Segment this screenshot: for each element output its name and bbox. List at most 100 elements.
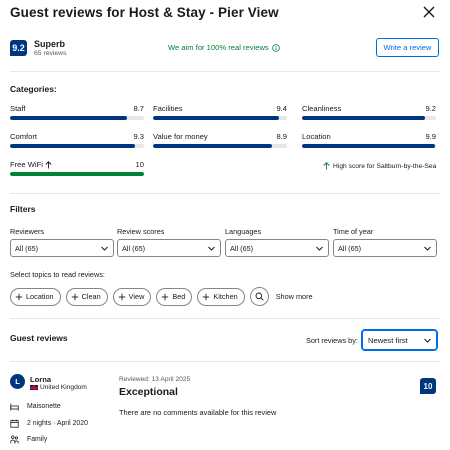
category-score: 9.3 — [133, 132, 144, 141]
category-bar-fill — [302, 116, 426, 120]
category-bar-track — [10, 116, 144, 120]
category-name: Cleanliness — [302, 104, 341, 113]
score-badge: 9.2 — [10, 40, 27, 56]
category-cleanliness: Cleanliness 9.2 — [302, 104, 436, 122]
review-count: 65 reviews — [34, 50, 67, 57]
category-score: 9.9 — [425, 132, 436, 141]
stay-duration-text: 2 nights · April 2020 — [27, 420, 88, 427]
review-score-badge: 10 — [420, 378, 436, 394]
reviewed-date: Reviewed: 13 April 2025 — [119, 376, 191, 383]
plus-icon — [203, 293, 210, 300]
category-bar-fill — [153, 116, 279, 120]
category-name-text: Staff — [10, 104, 26, 113]
category-score: 9.2 — [425, 104, 436, 113]
review-headline: Exceptional — [119, 386, 178, 398]
divider — [10, 318, 440, 319]
topic-chip-label: View — [128, 292, 145, 301]
filter-select[interactable]: All (65) — [225, 239, 329, 257]
divider — [10, 71, 440, 72]
category-name-text: Free WiFi — [10, 160, 43, 169]
filter-value: All (65) — [230, 243, 254, 253]
topic-chip-clean[interactable]: Clean — [65, 287, 108, 306]
search-icon — [255, 292, 264, 301]
filter-select[interactable]: All (65) — [333, 239, 437, 257]
category-score: 10 — [135, 160, 144, 169]
real-reviews-notice[interactable]: We aim for 100% real reviews — [168, 43, 280, 52]
filter-label: Time of year — [333, 227, 374, 236]
category-score: 9.4 — [276, 104, 287, 113]
topics-label: Select topics to read reviews: — [10, 270, 105, 279]
topic-chip-bed[interactable]: Bed — [156, 287, 193, 306]
category-name: Value for money — [153, 132, 208, 141]
topic-chip-view[interactable]: View — [112, 287, 152, 306]
reviewer-name: Lorna — [30, 375, 52, 384]
page-title: Guest reviews for Host & Stay - Pier Vie… — [10, 5, 279, 20]
stay-duration: 2 nights · April 2020 — [10, 419, 88, 428]
filter-select[interactable]: All (65) — [117, 239, 221, 257]
arrow-up-icon — [45, 160, 52, 168]
category-staff: Staff 8.7 — [10, 104, 144, 122]
write-review-button[interactable]: Write a review — [376, 38, 439, 57]
sort-select[interactable]: Newest first — [362, 330, 437, 350]
divider — [10, 193, 440, 194]
arrow-up-icon — [323, 162, 330, 170]
real-reviews-text: We aim for 100% real reviews — [168, 43, 269, 52]
topic-chip-location[interactable]: Location — [10, 287, 61, 306]
uk-flag-icon — [30, 385, 38, 390]
filter-value: All (65) — [122, 243, 146, 253]
category-name: Staff — [10, 104, 25, 113]
filter-label: Review scores — [117, 227, 165, 236]
family-icon — [10, 435, 19, 444]
filter-languages: Languages All (65) — [225, 227, 329, 257]
show-more-link[interactable]: Show more — [275, 292, 313, 301]
categories-title: Categories: — [10, 84, 57, 94]
modal-header: Guest reviews for Host & Stay - Pier Vie… — [10, 3, 440, 25]
sort-label: Sort reviews by: — [306, 336, 358, 345]
info-icon — [271, 43, 280, 52]
plus-icon — [71, 293, 78, 300]
filter-reviewers: Reviewers All (65) — [10, 227, 114, 257]
filter-label: Languages — [225, 227, 262, 236]
category-value-for-money: Value for money 8.9 — [153, 132, 287, 150]
category-bar-fill — [10, 144, 135, 148]
category-bar-track — [153, 116, 287, 120]
category-bar-fill — [302, 144, 435, 148]
chevron-down-icon — [424, 246, 431, 251]
category-name: Comfort — [10, 132, 37, 141]
category-score: 8.9 — [276, 132, 287, 141]
divider — [10, 361, 440, 362]
chevron-down-icon — [101, 246, 108, 251]
filter-label: Reviewers — [10, 227, 45, 236]
category-name-text: Comfort — [10, 132, 38, 141]
filter-value: All (65) — [338, 243, 362, 253]
room-type-text: Maisonette — [27, 403, 61, 410]
category-bar-track — [10, 144, 144, 148]
filter-select[interactable]: All (65) — [10, 239, 114, 257]
high-score-note: High score for Saltburn-by-the-Sea — [323, 162, 436, 170]
category-name-text: Cleanliness — [302, 104, 342, 113]
country-name: United Kingdom — [40, 384, 87, 391]
score-word: Superb — [34, 39, 66, 49]
topic-chip-kitchen[interactable]: Kitchen — [197, 287, 245, 306]
reviewer-country: United Kingdom — [30, 384, 87, 391]
avatar: L — [10, 374, 25, 389]
topic-chip-label: Bed — [172, 292, 186, 301]
filter-value: All (65) — [15, 243, 39, 253]
score-summary: 9.2 Superb 65 reviews We aim for 100% re… — [10, 38, 440, 62]
room-type: Maisonette — [10, 402, 61, 411]
category-bar-track — [302, 116, 436, 120]
category-bar-fill — [10, 116, 127, 120]
high-score-text: High score for Saltburn-by-the-Sea — [333, 162, 437, 170]
category-score: 8.7 — [133, 104, 144, 113]
traveller-type-text: Family — [27, 436, 48, 443]
category-comfort: Comfort 9.3 — [10, 132, 144, 150]
topic-search-button[interactable] — [249, 287, 269, 306]
category-bar-fill — [10, 172, 144, 176]
category-free-wifi: Free WiFi 10 — [10, 160, 144, 178]
close-icon[interactable] — [420, 3, 438, 21]
filters-title: Filters — [10, 204, 36, 214]
guest-reviews-title: Guest reviews — [10, 333, 68, 343]
traveller-type: Family — [10, 435, 47, 444]
category-bar-track — [10, 172, 144, 176]
category-location: Location 9.9 — [302, 132, 436, 150]
